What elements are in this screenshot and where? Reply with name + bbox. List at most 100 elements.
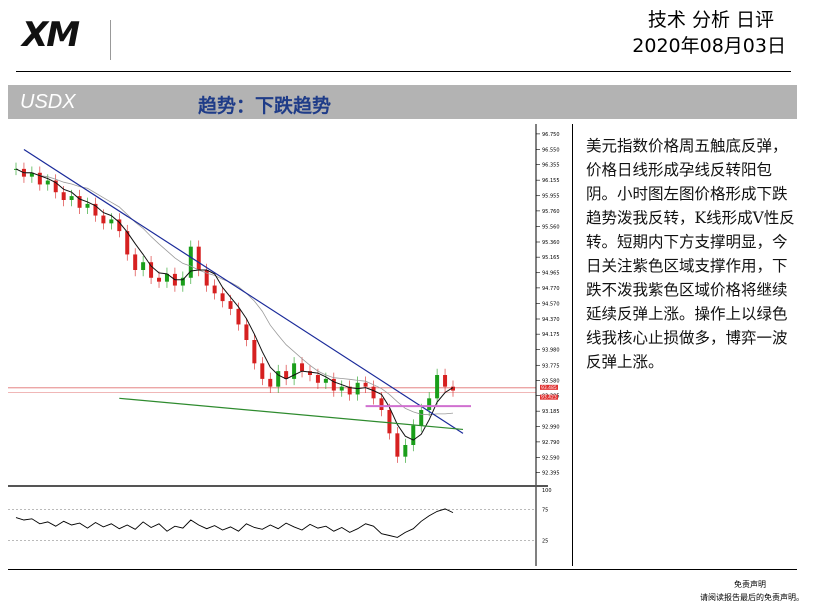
candle-body <box>244 324 249 340</box>
downtrend-line <box>23 148 464 434</box>
candle-body <box>435 375 440 399</box>
candle-body <box>427 398 432 410</box>
candle-body <box>284 371 289 379</box>
rsi-level-label: 75 <box>542 508 548 514</box>
report-date: 2020年08月03日 <box>632 35 786 57</box>
current-price-tag <box>540 394 558 400</box>
candle-body <box>347 386 352 395</box>
candle-body <box>117 219 122 232</box>
price-tick-label: 95.955 <box>542 194 560 200</box>
candle-body <box>379 398 384 410</box>
moving-average-fast <box>15 168 454 441</box>
price-tick-label: 93.185 <box>542 409 560 415</box>
candle-body <box>109 219 114 224</box>
logo-text: XM <box>22 15 80 55</box>
candle-body <box>29 172 34 177</box>
candle-body <box>141 262 146 270</box>
price-tick-label: 94.175 <box>542 332 560 338</box>
rsi-top-label: 100 <box>542 488 552 494</box>
current-price-tag <box>540 384 558 390</box>
candle-body <box>125 231 130 255</box>
candle-body <box>85 203 90 208</box>
candle-body <box>77 196 82 208</box>
price-tick-label: 92.790 <box>542 440 560 446</box>
price-tick-label: 94.965 <box>542 271 560 277</box>
disclaimer-note: 请阅读报告最后的免责声明。 <box>700 593 804 602</box>
price-tick-label: 96.750 <box>542 132 560 138</box>
trend-label: 趋势：下跌趋势 <box>198 95 332 117</box>
candle-body <box>164 273 169 282</box>
price-tick-label: 93.980 <box>542 347 560 353</box>
candle-body <box>315 375 320 383</box>
candle-body <box>387 410 392 434</box>
disclaimer-title: 免责声明 <box>734 580 766 589</box>
price-tick-label: 95.165 <box>542 255 560 261</box>
price-tick-label: 95.760 <box>542 209 560 215</box>
candle-body <box>411 425 416 445</box>
price-tick-label: 92.395 <box>542 471 560 477</box>
price-tick-label: 94.570 <box>542 301 560 307</box>
candle-body <box>93 203 98 216</box>
price-tick-label: 92.990 <box>542 424 560 430</box>
logo-divider <box>110 20 111 60</box>
candle-body <box>133 254 138 270</box>
footer-rule <box>8 569 797 570</box>
price-tick-label: 93.775 <box>542 363 560 369</box>
price-tick-label: 95.560 <box>542 224 560 230</box>
candle-body <box>307 371 312 375</box>
price-tick-label: 96.155 <box>542 178 560 184</box>
candle-body <box>228 301 233 309</box>
price-tick-label: 96.550 <box>542 147 560 153</box>
candle-body <box>69 196 74 200</box>
price-tick-label: 94.770 <box>542 286 560 292</box>
candle-body <box>363 382 368 387</box>
price-chart: 96.750 96.550 96.355 96.155 95.955 95.760 95.5… <box>8 124 560 566</box>
candle-body <box>196 246 201 270</box>
candle-body <box>61 192 66 200</box>
candle-body <box>292 363 297 379</box>
candle-body <box>403 445 408 457</box>
candle-body <box>220 293 225 302</box>
candle-body <box>157 277 162 282</box>
candle-body <box>268 378 273 387</box>
rsi-line <box>15 508 454 538</box>
moving-average-slow <box>15 168 454 416</box>
candle-body <box>180 277 185 286</box>
column-divider <box>572 124 573 566</box>
candle-body <box>419 410 424 426</box>
candle-body <box>323 378 328 383</box>
candle-body <box>339 386 344 391</box>
price-tick-label: 96.355 <box>542 163 560 169</box>
candle-body <box>371 386 376 399</box>
candle-body <box>212 285 217 294</box>
candle-body <box>45 180 50 185</box>
candle-body <box>331 378 336 391</box>
candle-body <box>451 386 455 391</box>
candle-body <box>204 270 209 286</box>
candle-body <box>53 180 58 193</box>
price-tick-label: 93.580 <box>542 378 560 384</box>
candle-body <box>260 363 265 379</box>
header-rule <box>16 71 791 72</box>
candle-body <box>443 375 448 387</box>
candle-body <box>252 340 257 364</box>
candle-body <box>188 246 193 278</box>
rsi-level-label: 25 <box>542 539 548 545</box>
current-price-label: 93.423 <box>541 395 557 401</box>
price-tick-label: 94.370 <box>542 317 560 323</box>
current-price-label: 93.485 <box>541 385 557 391</box>
symbol-label: USDX <box>20 91 76 113</box>
candle-body <box>236 308 241 325</box>
candle-body <box>300 363 305 372</box>
analysis-text: 美元指数价格周五触底反弹，价格日线形成孕线反转阳包阴。小时图左图价格形成下跌趋势… <box>586 137 795 371</box>
candle-body <box>395 433 400 457</box>
report-title: 技术 分析 日评 <box>647 9 774 31</box>
price-tick-label: 95.360 <box>542 240 560 246</box>
candle-body <box>101 215 106 224</box>
price-tick-label: 92.590 <box>542 455 560 461</box>
support-line <box>119 397 464 431</box>
candle-body <box>37 172 42 185</box>
candle-body <box>149 262 154 278</box>
symbol-banner: USDX 趋势：下跌趋势 <box>8 85 797 119</box>
candle-body <box>276 371 281 387</box>
